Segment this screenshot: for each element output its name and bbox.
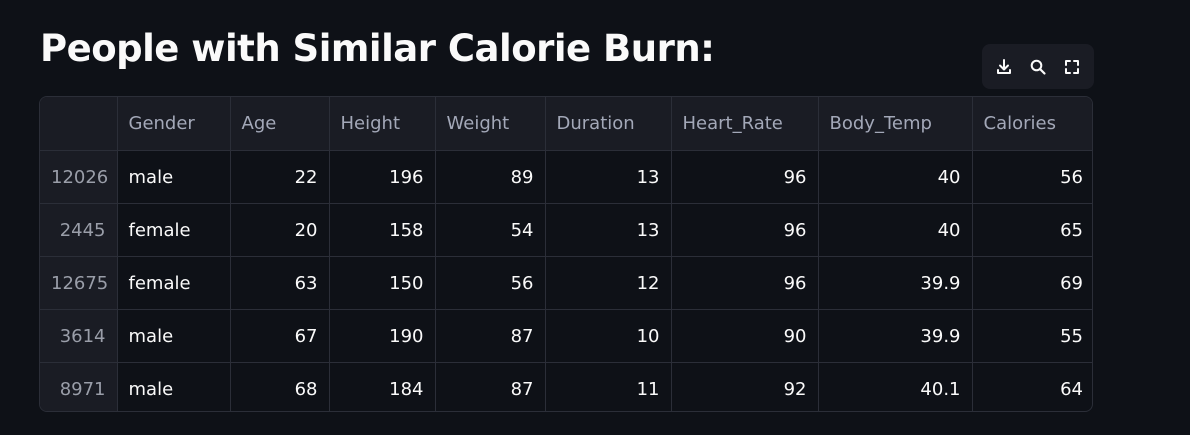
heart-rate-cell[interactable]: 90: [671, 309, 819, 363]
body-temp-cell[interactable]: 40.1: [818, 362, 973, 411]
row-index-cell[interactable]: 12675: [40, 256, 118, 310]
dataframe[interactable]: Gender Age Height Weight Duration Heart_…: [39, 96, 1093, 412]
height-cell[interactable]: 196: [329, 150, 436, 204]
gender-cell[interactable]: male: [117, 362, 231, 411]
gender-cell[interactable]: male: [117, 150, 231, 204]
table-row: 3614 male 67 190 87 10 90 39.9 55: [40, 309, 1092, 363]
header-row: Gender Age Height Weight Duration Heart_…: [40, 97, 1092, 151]
column-header-calories[interactable]: Calories: [972, 97, 1092, 151]
height-cell[interactable]: 150: [329, 256, 436, 310]
body-temp-cell[interactable]: 40: [818, 203, 973, 257]
age-cell[interactable]: 22: [230, 150, 330, 204]
table-row: 8971 male 68 184 87 11 92 40.1 64: [40, 362, 1092, 411]
calories-cell[interactable]: 69: [972, 256, 1092, 310]
weight-cell[interactable]: 87: [435, 362, 546, 411]
column-header-weight[interactable]: Weight: [435, 97, 546, 151]
gender-cell[interactable]: male: [117, 309, 231, 363]
weight-cell[interactable]: 87: [435, 309, 546, 363]
dataframe-toolbar: [982, 44, 1094, 89]
age-cell[interactable]: 67: [230, 309, 330, 363]
weight-cell[interactable]: 56: [435, 256, 546, 310]
row-index-cell[interactable]: 2445: [40, 203, 118, 257]
download-button[interactable]: [992, 55, 1016, 79]
heart-rate-cell[interactable]: 92: [671, 362, 819, 411]
column-header-heart-rate[interactable]: Heart_Rate: [671, 97, 819, 151]
age-cell[interactable]: 63: [230, 256, 330, 310]
heart-rate-cell[interactable]: 96: [671, 150, 819, 204]
duration-cell[interactable]: 12: [545, 256, 672, 310]
table-row: 12026 male 22 196 89 13 96 40 56: [40, 150, 1092, 204]
column-header-body-temp[interactable]: Body_Temp: [818, 97, 973, 151]
calories-cell[interactable]: 55: [972, 309, 1092, 363]
heart-rate-cell[interactable]: 96: [671, 256, 819, 310]
body-temp-cell[interactable]: 40: [818, 150, 973, 204]
column-header-duration[interactable]: Duration: [545, 97, 672, 151]
data-table: Gender Age Height Weight Duration Heart_…: [40, 97, 1092, 411]
body-temp-cell[interactable]: 39.9: [818, 256, 973, 310]
search-icon: [1030, 59, 1046, 75]
height-cell[interactable]: 190: [329, 309, 436, 363]
weight-cell[interactable]: 54: [435, 203, 546, 257]
body-temp-cell[interactable]: 39.9: [818, 309, 973, 363]
column-header-height[interactable]: Height: [329, 97, 436, 151]
calories-cell[interactable]: 56: [972, 150, 1092, 204]
row-index-cell[interactable]: 12026: [40, 150, 118, 204]
duration-cell[interactable]: 13: [545, 150, 672, 204]
search-button[interactable]: [1026, 55, 1050, 79]
row-index-cell[interactable]: 3614: [40, 309, 118, 363]
duration-cell[interactable]: 13: [545, 203, 672, 257]
download-icon: [997, 58, 1011, 74]
fullscreen-icon: [1065, 59, 1079, 74]
page-title: People with Similar Calorie Burn:: [40, 27, 715, 70]
table-row: 12675 female 63 150 56 12 96 39.9 69: [40, 256, 1092, 310]
weight-cell[interactable]: 89: [435, 150, 546, 204]
age-cell[interactable]: 68: [230, 362, 330, 411]
fullscreen-button[interactable]: [1060, 55, 1084, 79]
duration-cell[interactable]: 10: [545, 309, 672, 363]
height-cell[interactable]: 184: [329, 362, 436, 411]
column-header-age[interactable]: Age: [230, 97, 330, 151]
gender-cell[interactable]: female: [117, 256, 231, 310]
heart-rate-cell[interactable]: 96: [671, 203, 819, 257]
row-index-cell[interactable]: 8971: [40, 362, 118, 411]
height-cell[interactable]: 158: [329, 203, 436, 257]
gender-cell[interactable]: female: [117, 203, 231, 257]
age-cell[interactable]: 20: [230, 203, 330, 257]
column-header-index[interactable]: [40, 97, 118, 151]
duration-cell[interactable]: 11: [545, 362, 672, 411]
table-row: 2445 female 20 158 54 13 96 40 65: [40, 203, 1092, 257]
column-header-gender[interactable]: Gender: [117, 97, 231, 151]
calories-cell[interactable]: 65: [972, 203, 1092, 257]
calories-cell[interactable]: 64: [1060, 378, 1083, 400]
